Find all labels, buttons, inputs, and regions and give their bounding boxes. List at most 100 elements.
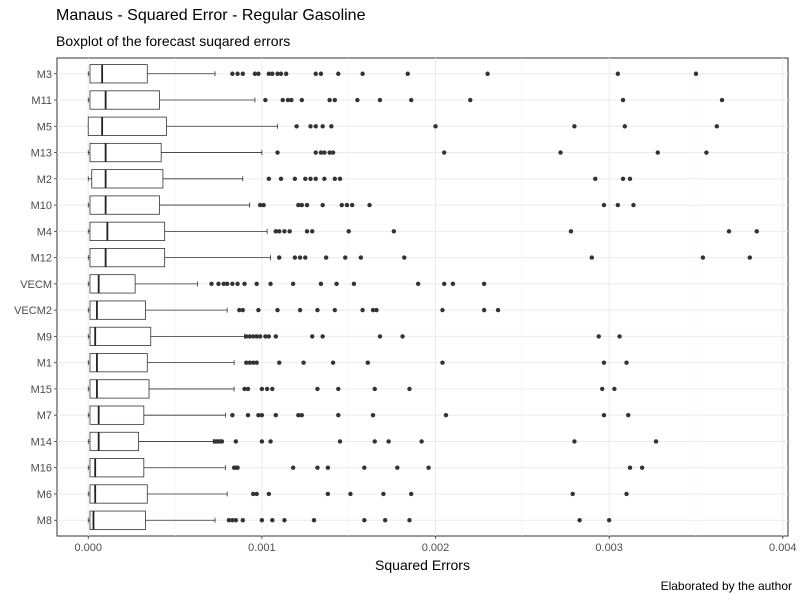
outlier-point [693,71,699,76]
outlier-point [362,465,367,470]
box-iqr [89,405,145,425]
outlier-point [311,518,317,523]
x-tick-label: 0.002 [422,542,450,554]
y-tick-label: M14 [31,436,52,448]
outlier-point [256,307,261,313]
outlier-point [344,202,350,208]
outlier-point [240,71,245,76]
outlier-point [259,412,265,418]
outlier-point [259,386,265,392]
y-tick-label: M13 [31,148,52,160]
y-tick-label: VECM2 [14,305,52,317]
outlier-point [351,281,357,287]
outlier-point [251,334,256,339]
outlier-point [726,229,732,234]
outlier-point [322,176,327,182]
outlier-point [287,229,292,234]
outlier-point [440,360,445,365]
y-tick-label: M6 [37,489,52,501]
outlier-point [254,491,259,497]
outlier-point [601,412,607,418]
outlier-point [290,465,296,470]
outlier-point [415,281,421,287]
box-iqr [89,274,136,294]
outlier-point [256,412,261,418]
y-tick-label: M7 [37,410,52,422]
outlier-point [245,386,251,392]
outlier-point [313,176,318,182]
outlier-point [577,518,582,523]
outlier-point [247,360,252,365]
outlier-point [230,412,235,418]
outlier-point [485,71,490,76]
plot-panel-background [56,57,789,537]
x-gridlines [87,58,784,536]
y-tick-label: M3 [37,69,52,81]
outlier-point [252,71,258,76]
box-m15 [87,379,617,399]
outlier-point [254,281,259,287]
box-m6 [87,484,629,504]
outlier-point [325,465,331,470]
outlier-point [330,150,336,155]
outlier-point [275,150,280,155]
outlier-point [615,202,621,208]
outlier-point [235,71,240,76]
outlier-point [230,71,235,76]
outlier-point [367,202,372,208]
outlier-point [299,97,305,103]
outlier-point [320,202,325,208]
outlier-point [244,360,249,365]
x-tick-label: 0.000 [74,542,102,554]
x-axis-ticks: 0.000 0.001 0.002 0.003 0.004 [74,536,797,554]
x-tick-label: 0.003 [595,542,623,554]
outlier-point [270,518,275,523]
outlier-point [303,255,308,260]
outlier-point [348,491,353,497]
outlier-point [332,176,338,182]
outlier-point [282,518,287,523]
box-m9 [87,326,622,346]
outlier-point [244,334,249,339]
outlier-point [589,255,594,260]
outlier-point [297,307,303,313]
y-axis-ticks: M3 M11 M5 M13 M2 M10 M4 M12 VECM VECM2 M9 M1 M15 M7 M1… [14,69,57,527]
box-m12 [87,248,753,268]
outlier-point [296,412,301,418]
outlier-point [620,176,626,182]
outlier-point [377,334,383,339]
outlier-point [268,281,273,287]
outlier-point [381,491,386,497]
outlier-point [292,176,298,182]
outlier-point [254,360,259,365]
outlier-point [481,281,487,287]
outlier-point [315,386,320,392]
y-tick-label: M5 [37,121,52,133]
outlier-point [402,255,407,260]
outlier-point [320,334,325,339]
box-iqr [89,195,160,215]
outlier-point [626,412,631,418]
outlier-point [374,307,379,313]
outlier-point [617,334,622,339]
chart-subtitle: Boxplot of the forecast suqared errors [56,33,291,49]
outlier-point [251,360,256,365]
outlier-point [266,491,272,497]
outlier-point [233,439,239,444]
outlier-point [596,334,601,339]
outlier-point [391,229,397,234]
outlier-point [558,150,563,155]
y-tick-label: M8 [37,515,52,527]
outlier-point [329,124,334,129]
outlier-point [277,360,282,365]
outlier-point [233,518,239,523]
outlier-point [257,202,263,208]
outlier-point [615,71,621,76]
outlier-point [337,176,343,182]
outlier-point [247,334,252,339]
chart-title: Manaus - Squared Error - Regular Gasolin… [56,7,366,24]
box-m4 [87,221,759,241]
outlier-point [627,465,633,470]
outlier-point [704,150,709,155]
outlier-point [653,439,659,444]
